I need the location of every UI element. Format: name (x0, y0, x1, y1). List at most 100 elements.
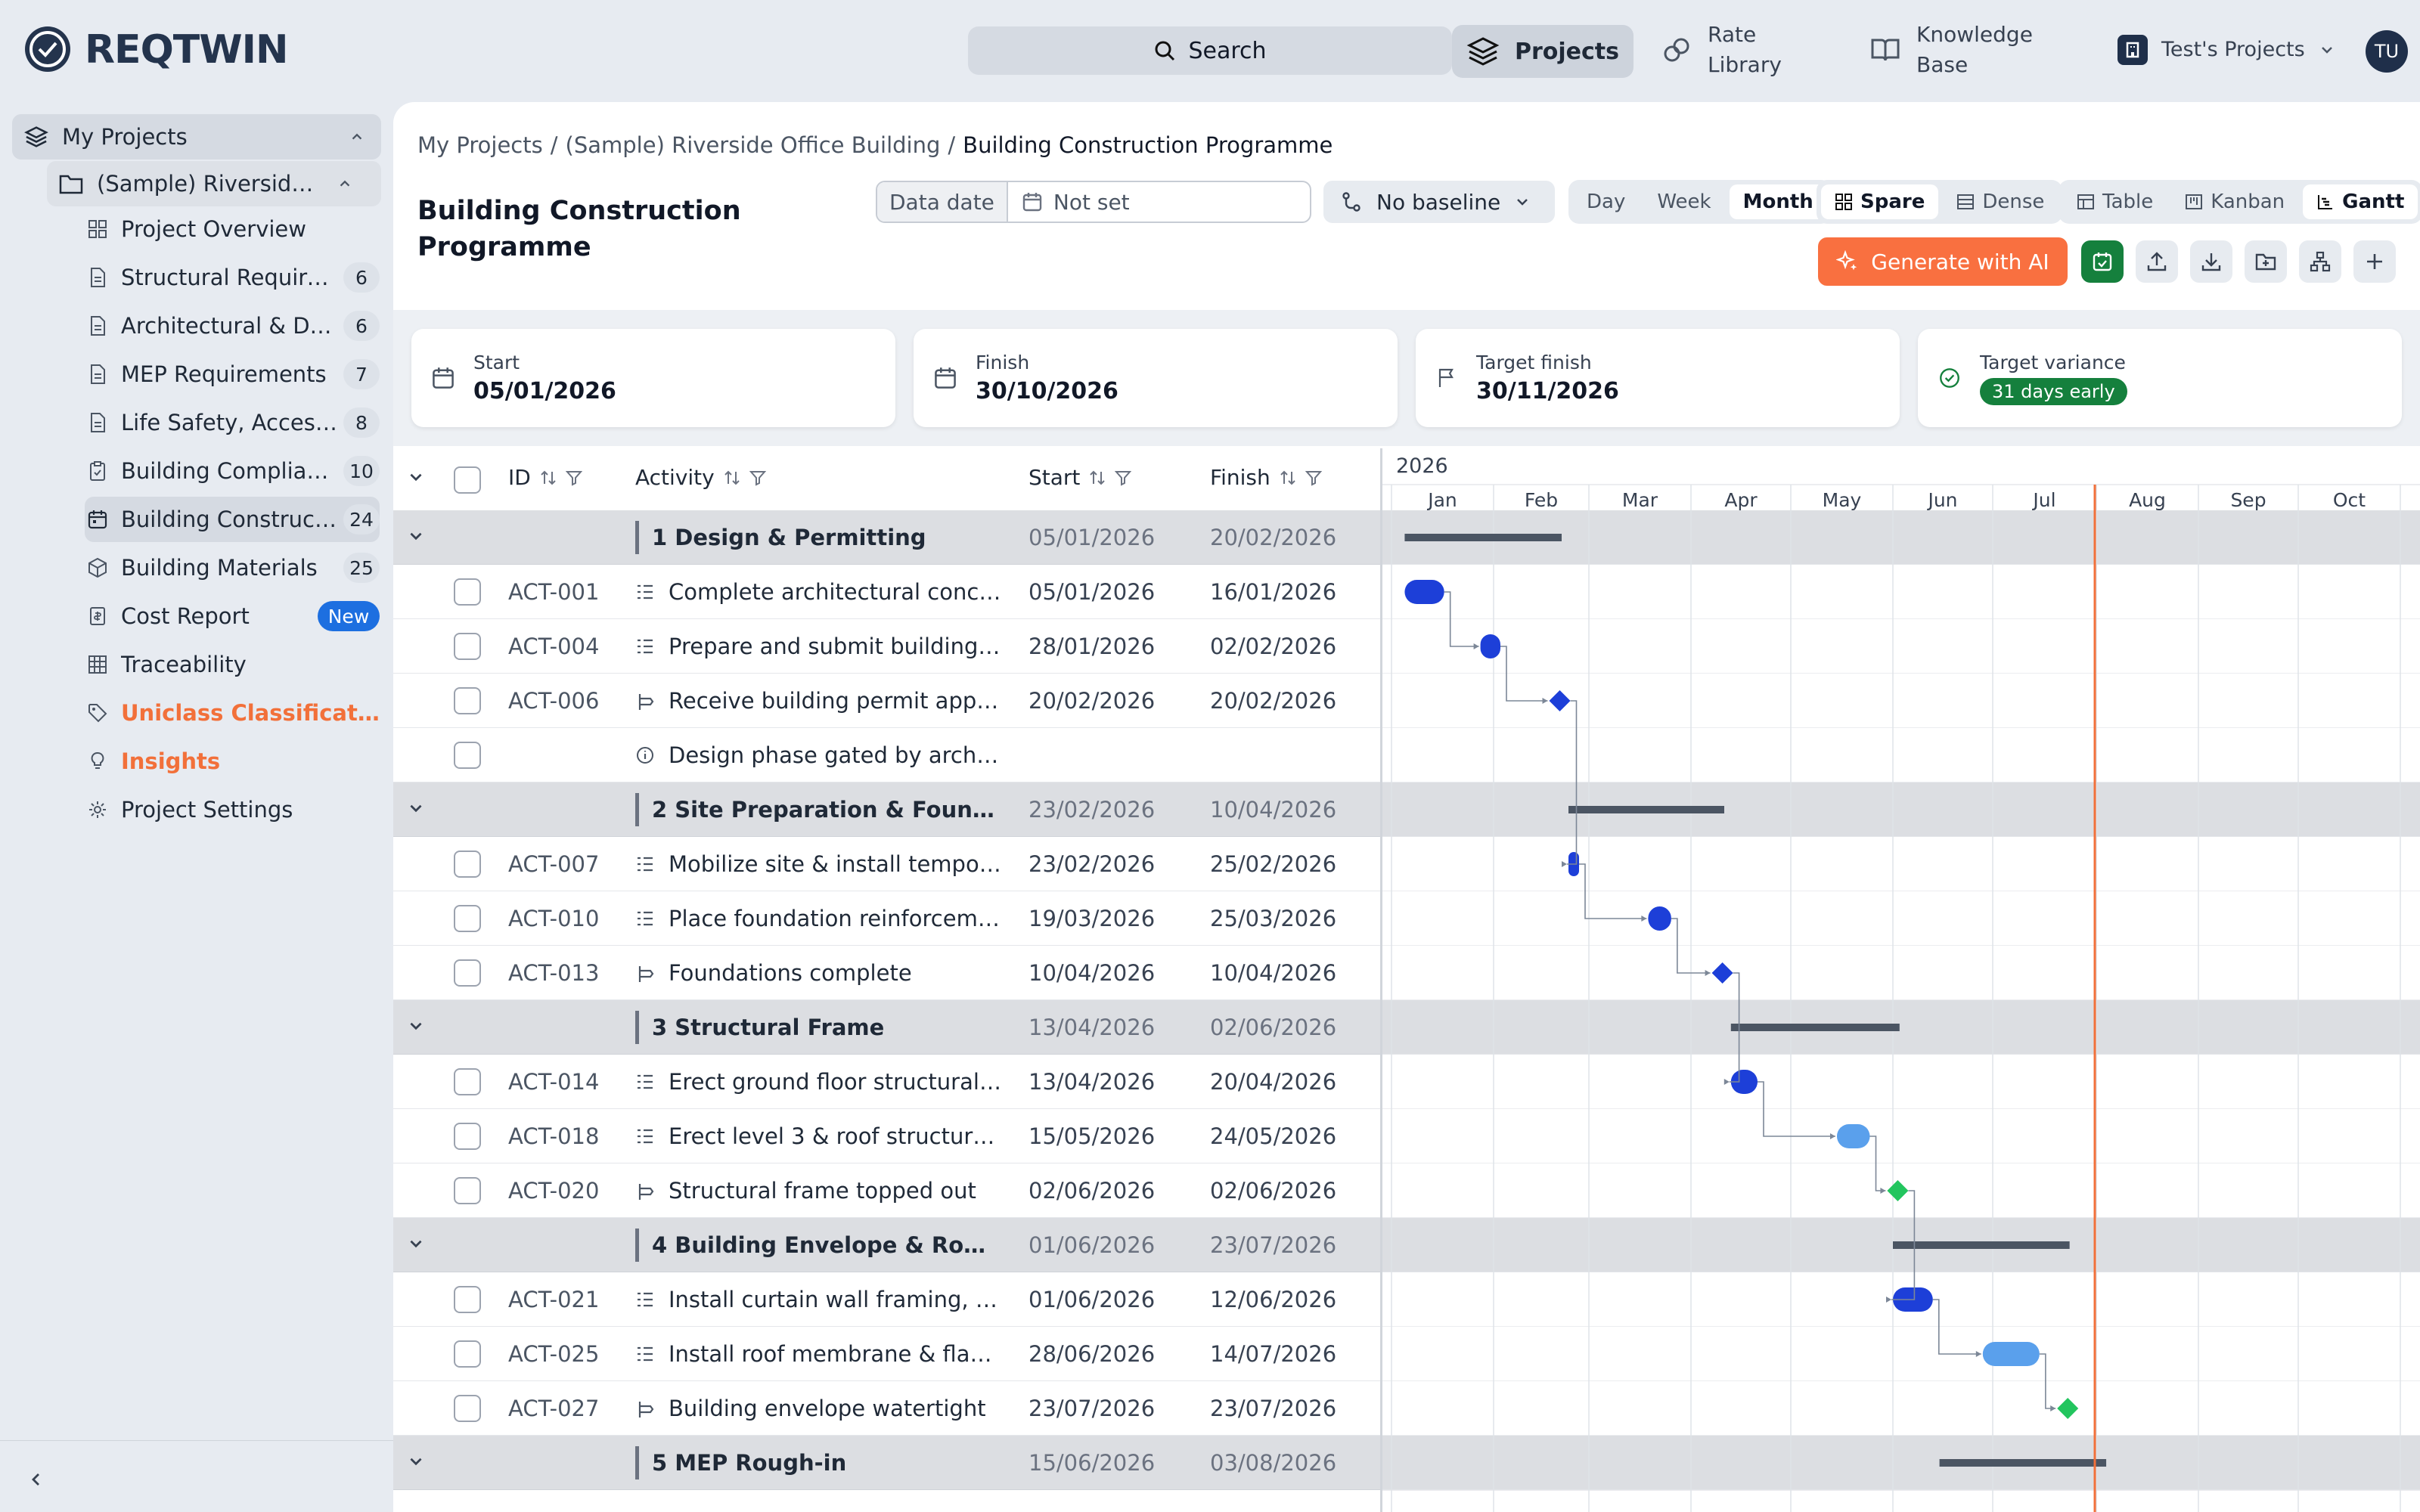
view-table[interactable]: Table (2063, 184, 2167, 219)
user-avatar[interactable]: TU (2366, 30, 2408, 73)
timescale-day[interactable]: Day (1587, 191, 1626, 213)
group-row[interactable]: 5 MEP Rough-in 15/06/2026 03/08/2026 (393, 1436, 1380, 1490)
table-row[interactable]: ACT-018 Erect level 3 & roof structural f… (393, 1109, 1380, 1163)
row-checkbox[interactable] (454, 687, 481, 714)
group-row[interactable]: 4 Building Envelope & Roofing 01/06/2026 2… (393, 1218, 1380, 1272)
column-start[interactable]: Start (1028, 465, 1132, 490)
sidebar-item[interactable]: Cost Report New (85, 593, 380, 639)
table-row[interactable]: ACT-001 Complete architectural concept de… (393, 565, 1380, 619)
group-row[interactable]: 1 Design & Permitting 05/01/2026 20/02/202… (393, 510, 1380, 565)
sidebar-item[interactable]: Architectural & Design6 (85, 303, 380, 349)
row-checkbox[interactable] (454, 1286, 481, 1313)
row-checkbox[interactable] (454, 1177, 481, 1204)
table-row[interactable]: ACT-025 Install roof membrane & flashing 2… (393, 1327, 1380, 1381)
row-checkbox[interactable] (454, 633, 481, 660)
table-row[interactable]: ACT-004 Prepare and submit building permi… (393, 619, 1380, 674)
filter-icon[interactable] (749, 469, 766, 486)
view-gantt[interactable]: Gantt (2303, 184, 2418, 219)
timescale-week[interactable]: Week (1657, 191, 1711, 213)
view-kanban[interactable]: Kanban (2171, 184, 2298, 219)
gantt-summary-bar[interactable] (1568, 806, 1724, 813)
add-button[interactable] (2353, 240, 2396, 283)
gantt-summary-bar[interactable] (1893, 1241, 2070, 1249)
breadcrumb-project[interactable]: (Sample) Riverside Office Building (565, 132, 941, 158)
collapse-all-icon[interactable] (407, 468, 425, 486)
baseline-dropdown[interactable]: No baseline (1323, 181, 1555, 223)
gantt-milestone[interactable] (1549, 690, 1571, 711)
gantt-milestone[interactable] (1887, 1180, 1909, 1201)
chevron-down-icon[interactable] (407, 1452, 425, 1470)
data-date-field[interactable]: Data date Not set (876, 181, 1311, 223)
row-checkbox[interactable] (454, 850, 481, 878)
search-button[interactable]: Search (968, 26, 1452, 75)
gantt-task-bar[interactable] (1730, 1070, 1758, 1094)
gantt-task-bar[interactable] (1648, 906, 1671, 931)
sidebar-project[interactable]: (Sample) Riverside Office Building (47, 161, 381, 206)
group-row[interactable]: 2 Site Preparation & Foundations 23/02/20… (393, 782, 1380, 837)
group-row[interactable]: 3 Structural Frame 13/04/2026 02/06/2026 (393, 1000, 1380, 1055)
nav-rate-library[interactable]: Rate Library (1661, 20, 1782, 80)
chevron-up-icon[interactable] (337, 176, 352, 191)
density-spare[interactable]: Spare (1821, 184, 1939, 219)
row-checkbox[interactable] (454, 1068, 481, 1095)
table-row[interactable]: ACT-027 Building envelope watertight 23/07… (393, 1381, 1380, 1436)
filter-icon[interactable] (565, 469, 582, 486)
collapse-sidebar-icon[interactable] (27, 1470, 45, 1489)
sidebar-item[interactable]: Project Settings (85, 787, 380, 832)
gantt-summary-bar[interactable] (1730, 1024, 1900, 1031)
chevron-down-icon[interactable] (407, 1235, 425, 1253)
chevron-up-icon[interactable] (349, 129, 365, 144)
gantt-summary-bar[interactable] (1939, 1459, 2107, 1467)
chevron-down-icon[interactable] (407, 527, 425, 545)
sidebar-item[interactable]: Uniclass Classification (85, 690, 380, 736)
table-row[interactable]: ACT-007 Mobilize site & install temporary… (393, 837, 1380, 891)
gantt-task-bar[interactable] (1404, 580, 1444, 604)
filter-icon[interactable] (1305, 469, 1322, 486)
gantt-task-bar[interactable] (1982, 1342, 2040, 1366)
nav-projects[interactable]: Projects (1452, 25, 1634, 78)
row-checkbox[interactable] (454, 1123, 481, 1150)
workspace-switcher[interactable]: Test's Projects (2118, 35, 2335, 65)
filter-icon[interactable] (1115, 469, 1132, 486)
row-checkbox[interactable] (454, 905, 481, 932)
table-row[interactable]: ACT-021 Install curtain wall framing, lev… (393, 1272, 1380, 1327)
download-button[interactable] (2190, 240, 2232, 283)
density-dense[interactable]: Dense (1943, 184, 2058, 219)
timescale-month[interactable]: Month (1729, 184, 1827, 219)
calendar-check-button[interactable] (2081, 240, 2124, 283)
gantt-milestone[interactable] (1711, 962, 1733, 984)
sidebar-item[interactable]: MEP Requirements 7 (85, 352, 380, 397)
generate-with-ai-button[interactable]: Generate with AI (1818, 237, 2068, 286)
gantt-task-bar[interactable] (1836, 1124, 1870, 1148)
add-folder-button[interactable] (2245, 240, 2287, 283)
table-row[interactable]: ACT-014 Erect ground floor structural fra… (393, 1055, 1380, 1109)
chevron-down-icon[interactable] (407, 1017, 425, 1035)
sidebar-root-my-projects[interactable]: My Projects (12, 114, 381, 160)
sidebar-item[interactable]: Insights (85, 739, 380, 784)
row-checkbox[interactable] (454, 959, 481, 987)
nav-knowledge-base[interactable]: Knowledge Base (1869, 20, 2033, 80)
sidebar-item[interactable]: Building Compliance 10 (85, 448, 380, 494)
table-row[interactable]: ACT-010 Place foundation reinforcement & … (393, 891, 1380, 946)
table-row[interactable]: Design phase gated by architectural sign… (393, 728, 1380, 782)
sort-icon[interactable] (540, 469, 557, 486)
sidebar-item[interactable]: Project Overview (85, 206, 380, 252)
sidebar-item[interactable]: Building Materials 25 (85, 545, 380, 590)
hierarchy-button[interactable] (2299, 240, 2341, 283)
column-activity[interactable]: Activity (635, 465, 766, 490)
row-checkbox[interactable] (454, 1395, 481, 1422)
table-row[interactable]: ACT-006 Receive building permit approval 2… (393, 674, 1380, 728)
gantt-task-bar[interactable] (1480, 634, 1500, 658)
sidebar-item[interactable]: Life Safety, Accessibility8 (85, 400, 380, 445)
table-row[interactable]: ACT-020 Structural frame topped out 02/06/… (393, 1163, 1380, 1218)
logo-text[interactable]: REQTWIN (85, 27, 288, 73)
chevron-down-icon[interactable] (407, 799, 425, 817)
select-all-checkbox[interactable] (454, 466, 481, 494)
breadcrumb-my-projects[interactable]: My Projects (417, 132, 543, 158)
gantt-milestone[interactable] (2057, 1398, 2079, 1419)
row-checkbox[interactable] (454, 1340, 481, 1368)
table-row[interactable]: ACT-013 Foundations complete 10/04/2026 10/… (393, 946, 1380, 1000)
sort-icon[interactable] (724, 469, 740, 486)
sort-icon[interactable] (1280, 469, 1296, 486)
upload-button[interactable] (2136, 240, 2178, 283)
